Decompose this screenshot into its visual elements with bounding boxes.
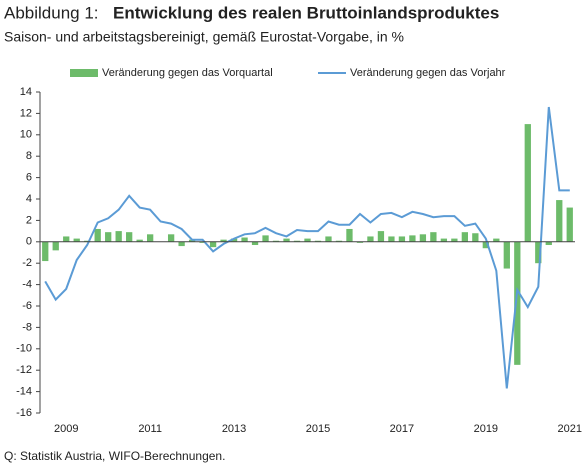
bar: [493, 238, 500, 242]
bar: [535, 241, 542, 264]
bar: [199, 241, 206, 243]
x-tick-label: 2021: [558, 423, 582, 435]
bar: [178, 241, 185, 247]
x-tick-label: 2019: [474, 423, 498, 435]
y-tick-label: 14: [20, 86, 32, 98]
bar: [147, 234, 154, 242]
bar: [482, 241, 489, 249]
bar: [325, 236, 332, 242]
line: [44, 106, 570, 389]
y-tick-label: -4: [22, 279, 32, 291]
y-tick-label: -2: [22, 257, 32, 269]
bar: [356, 241, 364, 243]
legend-swatch: [70, 69, 98, 77]
bar: [398, 236, 406, 242]
bar: [440, 238, 448, 242]
bar: [314, 240, 322, 242]
legend-label: Veränderung gegen das Vorjahr: [350, 67, 506, 79]
bar: [461, 232, 468, 242]
y-tick-label: 0: [26, 236, 32, 248]
bar: [367, 236, 374, 242]
chart-title: Entwicklung des realen Bruttoinlandsprod…: [113, 3, 499, 22]
bar: [84, 240, 91, 242]
bar: [346, 228, 353, 242]
bar: [335, 240, 343, 242]
y-tick-label: -12: [16, 364, 32, 376]
y-tick-label: -6: [22, 300, 32, 312]
bar: [220, 239, 227, 242]
x-tick-label: 2017: [390, 423, 414, 435]
y-tick-label: -10: [16, 343, 32, 355]
source: Q: Statistik Austria, WIFO-Berechnungen.: [4, 449, 225, 463]
bar: [209, 241, 217, 248]
bar: [451, 238, 458, 242]
bar: [388, 236, 395, 242]
y-tick-label: 6: [26, 172, 32, 184]
bar: [304, 238, 311, 242]
y-tick-label: -14: [16, 386, 32, 398]
bar: [105, 232, 112, 242]
x-tick-label: 2015: [306, 423, 330, 435]
title-prefix: Abbildung 1:: [4, 3, 99, 22]
bar: [262, 235, 269, 242]
y-tick-label: 12: [20, 107, 32, 119]
subtitle: Saison- und arbeitstagsbereinigt, gemäß …: [4, 29, 404, 45]
y-tick-label: -8: [22, 321, 32, 333]
bar: [63, 236, 70, 242]
bar: [503, 241, 510, 269]
bar: [94, 228, 101, 242]
bar: [556, 200, 563, 242]
bar: [188, 239, 196, 242]
y-tick-label: 4: [26, 193, 32, 205]
bar: [545, 241, 552, 246]
bar: [115, 231, 122, 242]
x-tick-label: 2013: [222, 423, 246, 435]
bar: [272, 240, 280, 242]
bar: [230, 238, 238, 242]
bar: [472, 233, 479, 242]
bar: [167, 234, 175, 242]
bar: [419, 234, 427, 242]
x-tick-label: 2009: [54, 423, 78, 435]
bar: [377, 231, 385, 242]
bar: [241, 237, 248, 242]
bar: [73, 238, 80, 242]
bar: [566, 207, 573, 242]
bar: [524, 124, 531, 242]
y-tick-label: 2: [26, 214, 32, 226]
bar: [283, 238, 290, 242]
bar: [293, 240, 301, 242]
bar: [430, 232, 437, 242]
legend-label: Veränderung gegen das Vorquartal: [102, 67, 273, 79]
y-tick-label: -16: [16, 407, 32, 419]
bar: [136, 239, 143, 242]
bar: [251, 241, 259, 246]
bar: [42, 241, 49, 262]
bar: [514, 241, 521, 365]
bar: [126, 232, 133, 242]
y-tick-label: 8: [26, 150, 32, 162]
y-tick-label: 10: [20, 129, 32, 141]
x-tick-label: 2011: [138, 423, 162, 435]
bar: [409, 235, 416, 242]
bar: [52, 241, 59, 251]
